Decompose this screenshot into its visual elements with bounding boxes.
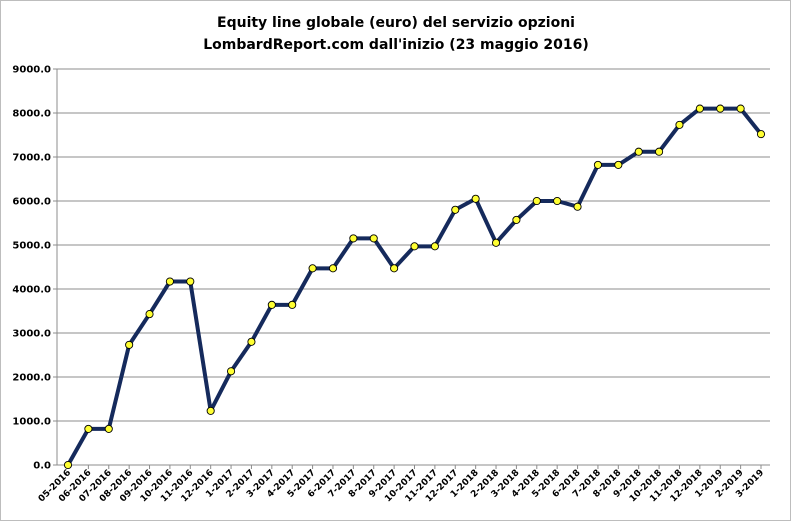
y-tick-label: 1000.0 [12, 417, 51, 428]
chart-title: Equity line globale (euro) del servizio … [217, 15, 575, 31]
data-point [736, 104, 745, 113]
data-point [390, 264, 399, 273]
data-point [634, 147, 643, 156]
y-tick-label: 2000.0 [12, 373, 51, 384]
data-point [614, 160, 623, 169]
data-point [430, 242, 439, 251]
equity-line [66, 106, 763, 467]
x-axis: 05-201606-201607-201608-201609-201610-20… [37, 464, 770, 504]
data-point [349, 234, 358, 243]
data-point [532, 196, 541, 206]
gridlines [57, 68, 770, 422]
data-point [573, 202, 582, 211]
data-point [104, 424, 113, 433]
data-point [206, 406, 215, 415]
data-point [695, 104, 704, 113]
data-point [675, 120, 684, 129]
data-point [491, 238, 501, 247]
y-tick-label: 3000.0 [12, 329, 51, 340]
equity-series [63, 104, 766, 470]
data-point [247, 337, 256, 346]
data-point [756, 130, 766, 139]
y-tick-label: 5000.0 [12, 241, 51, 252]
data-point [267, 300, 276, 309]
data-point [655, 147, 664, 156]
y-tick-label: 9000.0 [12, 65, 51, 76]
data-point [63, 460, 73, 470]
data-point [308, 264, 317, 273]
data-point [328, 264, 338, 273]
data-point [186, 277, 195, 286]
y-tick-label: 8000.0 [12, 109, 51, 120]
data-point [716, 104, 725, 113]
y-tick-label: 4000.0 [12, 285, 51, 296]
chart-subtitle: LombardReport.com dall'inizio (23 maggio… [203, 37, 589, 53]
y-tick-label: 7000.0 [12, 153, 51, 164]
data-point [471, 194, 480, 203]
data-point [553, 196, 562, 206]
data-point [125, 340, 134, 349]
data-point [84, 424, 93, 433]
data-point [227, 367, 236, 376]
y-axis: 0.0 1000.0 2000.0 3000.0 4000.0 5000.0 6000.0 7… [12, 65, 58, 472]
data-point [512, 215, 521, 224]
data-point [165, 277, 174, 286]
data-point [593, 160, 602, 169]
data-point [369, 234, 378, 243]
y-tick-label: 0.0 [33, 461, 51, 472]
y-tick-label: 6000.0 [12, 197, 51, 208]
data-point [145, 310, 154, 319]
data-point [288, 300, 297, 309]
data-point [410, 242, 419, 251]
data-point [451, 205, 460, 214]
